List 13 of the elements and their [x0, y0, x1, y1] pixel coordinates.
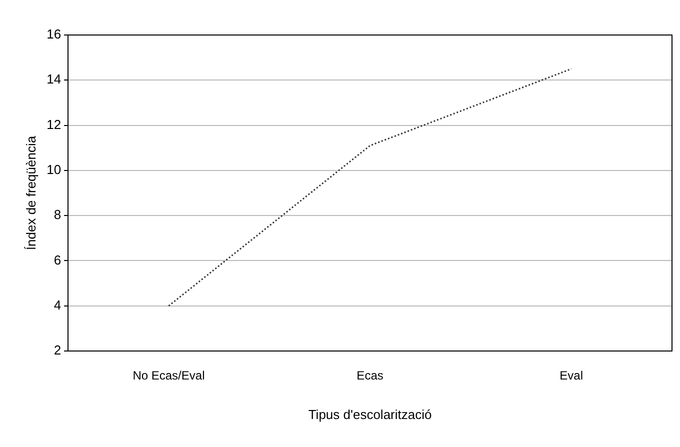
- y-tick-label: 14: [46, 72, 62, 87]
- y-tick-label: 6: [54, 252, 62, 268]
- y-tick-label: 12: [46, 116, 62, 132]
- y-tick-label: 4: [54, 297, 62, 312]
- x-tick-label: Eval: [560, 368, 584, 383]
- x-tick-label: Ecas: [356, 368, 384, 383]
- y-tick-label: 8: [54, 207, 62, 222]
- x-tick-label: No Ecas/Eval: [132, 368, 205, 383]
- y-tick-label: 16: [46, 26, 62, 42]
- y-tick-label: 2: [54, 342, 62, 358]
- y-axis-title: Índex de freqüència: [23, 135, 38, 250]
- y-tick-label: 10: [46, 162, 62, 178]
- x-axis-title: Tipus d'escolarització: [308, 406, 432, 422]
